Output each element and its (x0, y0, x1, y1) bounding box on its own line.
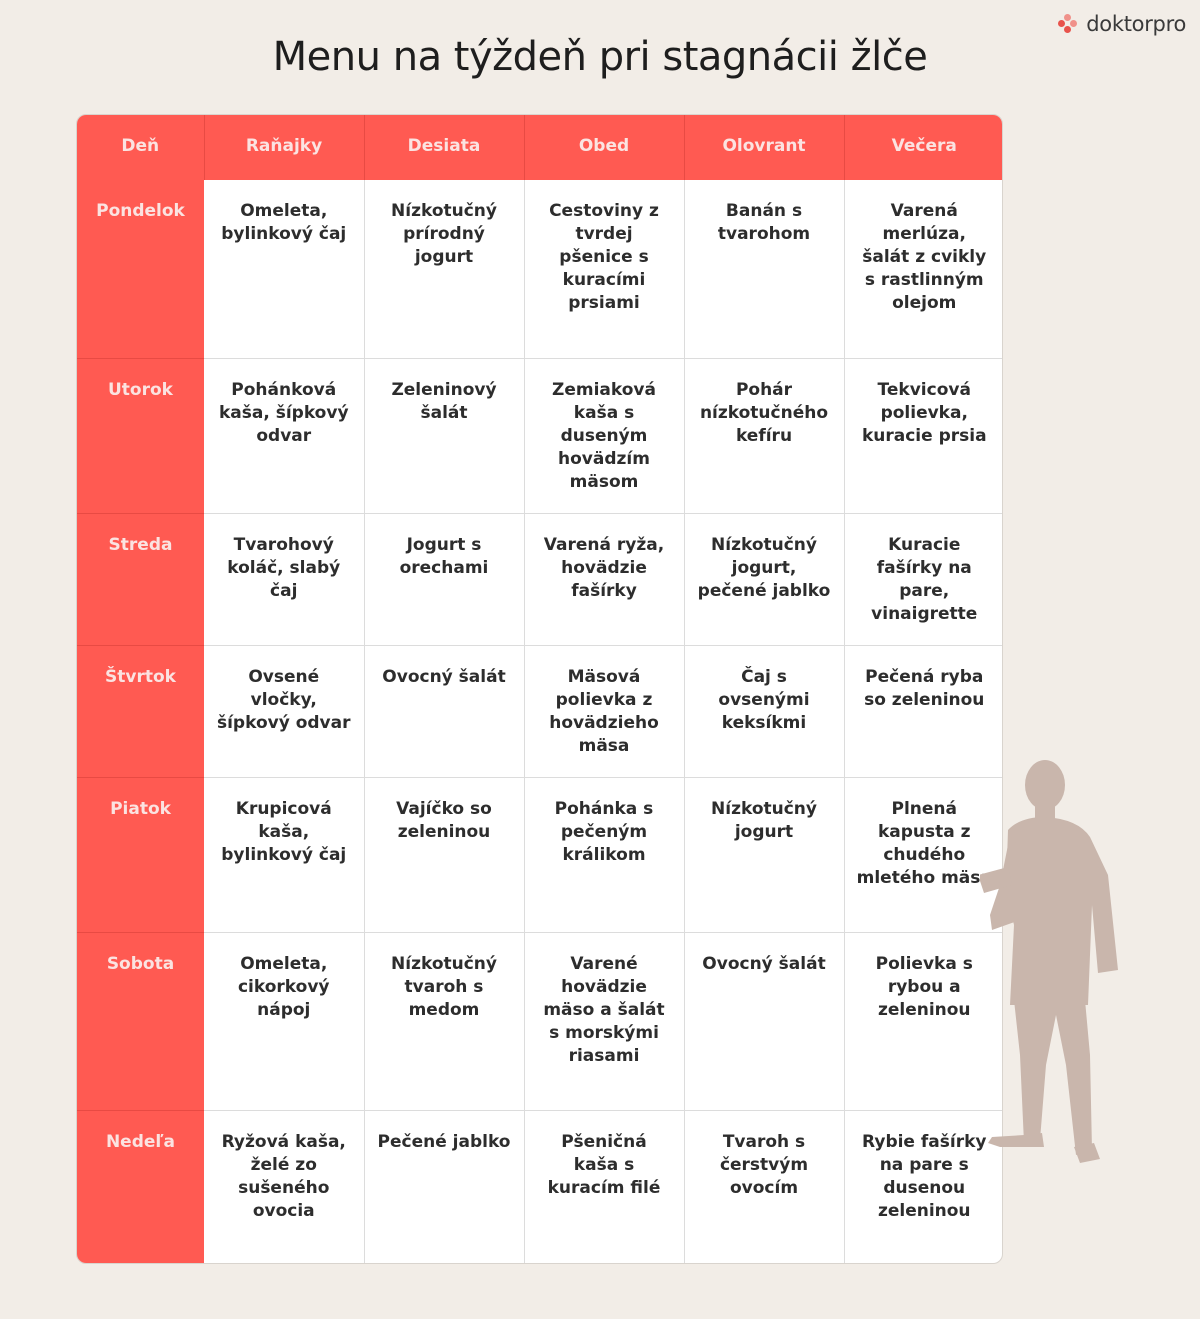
meal-cell: Ovocný šalát (684, 932, 845, 1111)
brand-logo[interactable]: doktorpro (1058, 12, 1186, 36)
header-morning-snack: Desiata (364, 115, 525, 180)
meal-cell: Ovocný šalát (364, 645, 525, 778)
meal-cell: Varené hovädzie mäso a šalát s morskými … (524, 932, 685, 1111)
day-cell: Sobota (77, 932, 204, 1111)
meal-cell: Omeleta, bylinkový čaj (204, 180, 365, 359)
meal-cell: Ryžová kaša, želé zo sušeného ovocia (204, 1110, 365, 1263)
table-row: Pondelok Omeleta, bylinkový čaj Nízkotuč… (77, 180, 1002, 359)
meal-cell: Čaj s ovsenými keksíkmi (684, 645, 845, 778)
day-cell: Štvrtok (77, 645, 204, 778)
meal-cell: Varená ryža, hovädzie fašírky (524, 513, 685, 646)
meal-cell: Polievka s rybou a zeleninou (844, 932, 1002, 1111)
meal-cell: Zemiaková kaša s duseným hovädzím mäsom (524, 358, 685, 514)
table-row: Nedeľa Ryžová kaša, želé zo sušeného ovo… (77, 1110, 1002, 1263)
meal-cell: Tvaroh s čerstvým ovocím (684, 1110, 845, 1263)
header-afternoon-snack: Olovrant (684, 115, 845, 180)
meal-cell: Cestoviny z tvrdej pšenice s kuracími pr… (524, 180, 685, 359)
meal-cell: Jogurt s orechami (364, 513, 525, 646)
header-dinner: Večera (844, 115, 1002, 180)
meal-cell: Ovsené vločky, šípkový odvar (204, 645, 365, 778)
meal-cell: Zeleninový šalát (364, 358, 525, 514)
meal-cell: Rybie fašírky na pare s dusenou zelenino… (862, 1131, 987, 1221)
day-cell: Nedeľa (77, 1110, 204, 1263)
meal-cell: Mäsová polievka z hovädzieho mäsa (524, 645, 685, 778)
meal-cell: Pohánková kaša, šípkový odvar (204, 358, 365, 514)
table-row: Štvrtok Ovsené vločky, šípkový odvar Ovo… (77, 645, 1002, 778)
meal-cell: Vajíčko so zeleninou (364, 777, 525, 933)
meal-cell: Nízkotučný tvaroh s medom (364, 932, 525, 1111)
meal-cell: Tekvicová polievka, kuracie prsia (844, 358, 1002, 514)
meal-cell: Plnená kapusta z chudého mletého mäsa (844, 777, 1002, 933)
meal-cell: Tvarohový koláč, slabý čaj (204, 513, 365, 646)
table-row: Piatok Krupicová kaša, bylinkový čaj Vaj… (77, 777, 1002, 933)
day-cell: Piatok (77, 777, 204, 933)
page-title: Menu na týždeň pri stagnácii žlče (272, 34, 928, 80)
table-row: Streda Tvarohový koláč, slabý čaj Jogurt… (77, 513, 1002, 646)
header-lunch: Obed (524, 115, 685, 180)
meal-cell: Banán s tvarohom (684, 180, 845, 359)
meal-cell: Pohánka s pečeným králikom (524, 777, 685, 933)
weekly-menu-table: Deň Raňajky Desiata Obed Olovrant Večera… (76, 114, 1003, 1264)
meal-cell: Pohár nízkotučného kefíru (684, 358, 845, 514)
brand-name: doktorpro (1086, 12, 1186, 36)
doktorpro-logo-icon (1058, 14, 1078, 34)
meal-cell: Varená merlúza, šalát z cvikly s rastlin… (844, 180, 1002, 359)
standing-man-illustration (980, 760, 1118, 1163)
day-cell: Streda (77, 513, 204, 646)
header-breakfast: Raňajky (204, 115, 365, 180)
meal-cell: Krupicová kaša, bylinkový čaj (204, 777, 365, 933)
meal-cell: Nízkotučný prírodný jogurt (364, 180, 525, 359)
table-header-row: Deň Raňajky Desiata Obed Olovrant Večera (77, 115, 1002, 180)
day-cell: Utorok (77, 358, 204, 514)
header-day: Deň (77, 115, 205, 180)
meal-cell: Omeleta, cikorkový nápoj (204, 932, 365, 1111)
table-row: Sobota Omeleta, cikorkový nápoj Nízkotuč… (77, 932, 1002, 1111)
meal-cell: Kuracie fašírky na pare, vinaigrette (844, 513, 1002, 646)
table-row: Utorok Pohánková kaša, šípkový odvar Zel… (77, 358, 1002, 514)
meal-cell: Nízkotučný jogurt, pečené jablko (684, 513, 845, 646)
meal-cell: Nízkotučný jogurt (684, 777, 845, 933)
meal-cell: Pečená ryba so zeleninou (844, 645, 1002, 778)
day-cell: Pondelok (77, 180, 204, 359)
meal-cell: Pšeničná kaša s kuracím filé (524, 1110, 685, 1263)
meal-cell: Pečené jablko (364, 1110, 525, 1263)
